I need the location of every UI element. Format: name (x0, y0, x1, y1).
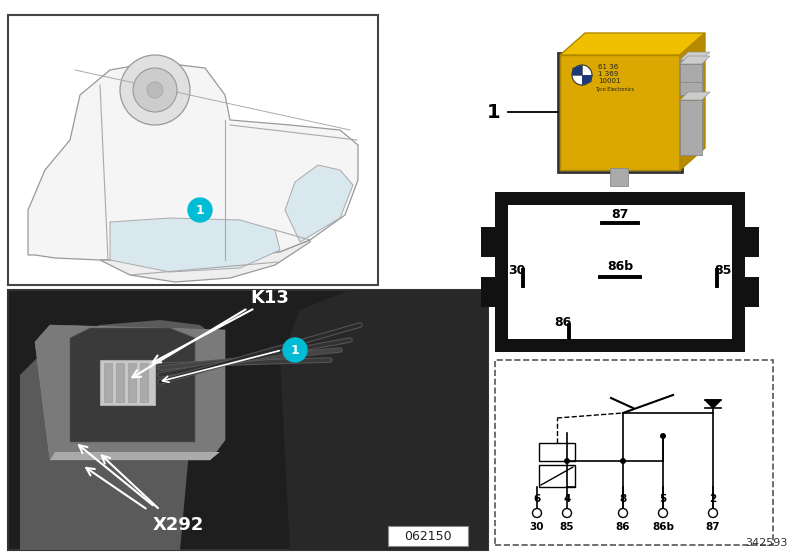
Polygon shape (110, 218, 280, 272)
Polygon shape (28, 62, 358, 260)
Text: 062150: 062150 (404, 530, 452, 543)
Text: 86b: 86b (607, 260, 633, 273)
Circle shape (572, 65, 592, 85)
Polygon shape (50, 452, 220, 460)
Bar (680, 64, 702, 82)
Text: 5: 5 (659, 494, 666, 504)
Text: Tyco Electronics: Tyco Electronics (595, 86, 634, 91)
Circle shape (709, 508, 718, 517)
Text: 342593: 342593 (746, 538, 788, 548)
Bar (539, 443, 575, 461)
Bar (481, 227, 497, 257)
Circle shape (133, 68, 177, 112)
Text: 2: 2 (710, 494, 717, 504)
Polygon shape (705, 400, 721, 408)
Polygon shape (560, 33, 705, 55)
Bar (680, 60, 702, 95)
Bar (558, 53, 682, 172)
Polygon shape (100, 240, 310, 282)
Bar (140, 363, 148, 402)
Bar (495, 192, 745, 352)
Circle shape (147, 82, 163, 98)
Text: 30: 30 (530, 522, 544, 532)
Text: 1: 1 (290, 343, 299, 357)
Bar (8, 15, 378, 285)
Polygon shape (582, 75, 592, 85)
Text: K13: K13 (250, 289, 290, 307)
Text: 30: 30 (508, 264, 526, 277)
Bar (388, 526, 468, 546)
Bar (560, 55, 680, 170)
Bar (100, 360, 155, 405)
Polygon shape (572, 65, 582, 75)
Polygon shape (680, 56, 710, 64)
Polygon shape (680, 33, 705, 170)
Text: 8: 8 (619, 494, 626, 504)
Text: 87: 87 (706, 522, 720, 532)
Bar (104, 363, 112, 402)
Circle shape (188, 198, 212, 222)
Polygon shape (280, 290, 488, 550)
Polygon shape (680, 92, 710, 100)
Text: 85: 85 (714, 264, 732, 277)
Text: 6: 6 (534, 494, 541, 504)
Text: 87: 87 (611, 208, 629, 221)
Text: 1: 1 (486, 102, 500, 122)
Polygon shape (35, 325, 225, 460)
Text: 61 36: 61 36 (598, 64, 618, 70)
Bar (743, 227, 759, 257)
Text: 86: 86 (554, 315, 572, 329)
Circle shape (620, 458, 626, 464)
Circle shape (564, 458, 570, 464)
Text: K13: K13 (250, 289, 290, 307)
Bar (508, 205, 732, 339)
Text: 1: 1 (196, 203, 204, 217)
Text: 10001: 10001 (598, 78, 621, 84)
Polygon shape (20, 320, 220, 550)
Text: 86b: 86b (652, 522, 674, 532)
Bar (680, 100, 702, 155)
Text: 4: 4 (563, 494, 570, 504)
Bar (610, 168, 628, 186)
Circle shape (283, 338, 307, 362)
Bar (481, 277, 497, 307)
Text: 86: 86 (616, 522, 630, 532)
Polygon shape (285, 165, 353, 242)
Bar (116, 363, 124, 402)
Bar (495, 360, 773, 545)
Bar (8, 290, 488, 550)
Polygon shape (680, 52, 710, 60)
Circle shape (562, 508, 571, 517)
Text: 85: 85 (560, 522, 574, 532)
Polygon shape (70, 328, 195, 442)
Circle shape (618, 508, 627, 517)
Bar (743, 277, 759, 307)
Text: X292: X292 (152, 516, 204, 534)
Circle shape (533, 508, 542, 517)
Bar (539, 465, 575, 487)
Circle shape (120, 55, 190, 125)
Circle shape (658, 508, 667, 517)
Circle shape (660, 433, 666, 439)
Bar (128, 363, 136, 402)
Text: 1 369: 1 369 (598, 71, 618, 77)
